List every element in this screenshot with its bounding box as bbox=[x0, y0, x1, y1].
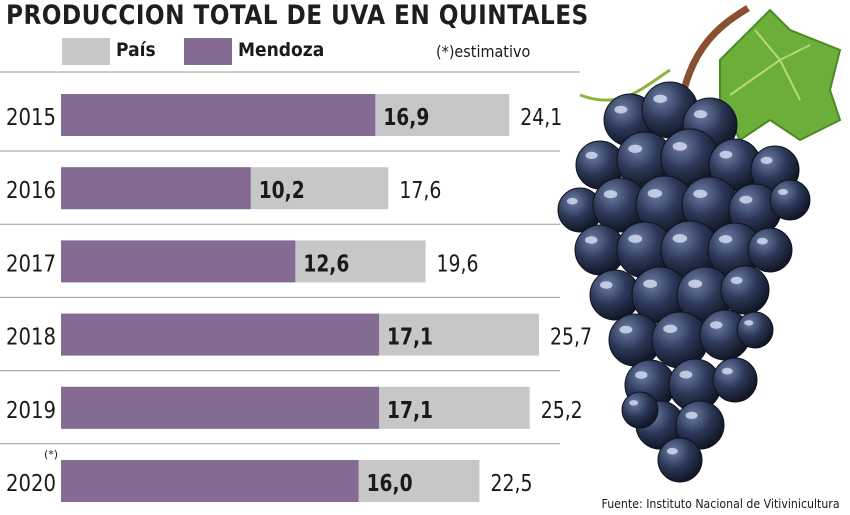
grape-highlight bbox=[566, 197, 578, 205]
grape-highlight bbox=[718, 235, 733, 244]
grape-highlight bbox=[635, 371, 648, 379]
grape-highlight bbox=[719, 150, 733, 159]
grape-highlight bbox=[628, 234, 643, 243]
data-label-pais-2017: 19,6 bbox=[437, 251, 479, 277]
grape-berry bbox=[720, 265, 770, 315]
grape-highlight bbox=[672, 234, 688, 243]
grape-highlight bbox=[756, 237, 768, 245]
grape-highlight bbox=[744, 320, 754, 326]
grape-berry bbox=[769, 179, 811, 221]
bar-mendoza-2018 bbox=[61, 313, 380, 356]
year-label-2019: 2019 bbox=[6, 398, 56, 424]
bar-mendoza-2016 bbox=[61, 167, 251, 210]
grape-highlight bbox=[585, 236, 598, 244]
data-label-mendoza-2017: 12,6 bbox=[303, 251, 349, 277]
grape-berry bbox=[736, 311, 774, 349]
grape-highlight bbox=[778, 189, 788, 195]
grape-highlight bbox=[685, 411, 698, 419]
grape-highlight bbox=[603, 190, 618, 199]
bar-chart: 2015 16,9 24,1 2016 10,2 17,6 2017 12,6 19,6 2018… bbox=[0, 71, 592, 502]
year-label-2015: 2015 bbox=[6, 105, 56, 131]
data-label-pais-2020: 22,5 bbox=[490, 471, 532, 497]
grape-highlight bbox=[628, 144, 643, 153]
year-label-2017: 2017 bbox=[6, 251, 56, 277]
legend-swatch-pais bbox=[62, 38, 110, 65]
grape-highlight bbox=[663, 324, 678, 333]
grape-highlight bbox=[647, 189, 663, 198]
grape-highlight bbox=[730, 276, 743, 284]
grape-highlight bbox=[600, 281, 613, 289]
data-label-pais-2018: 25,7 bbox=[550, 325, 592, 351]
legend-swatch-mendoza bbox=[184, 38, 232, 65]
grape-highlight bbox=[693, 189, 708, 198]
bar-mendoza-2017 bbox=[61, 240, 296, 283]
grape-highlight bbox=[721, 367, 733, 375]
legend-label-pais: País bbox=[116, 39, 156, 61]
grape-berry bbox=[747, 227, 793, 273]
year-label-2016: 2016 bbox=[6, 178, 56, 204]
chart-title: PRODUCCION TOTAL DE UVA EN QUINTALES bbox=[6, 0, 589, 31]
grape-highlight bbox=[614, 105, 628, 114]
grape-berry bbox=[712, 357, 758, 403]
data-label-mendoza-2019: 17,1 bbox=[387, 398, 433, 424]
grape-highlight bbox=[760, 156, 773, 164]
grape-highlight bbox=[672, 142, 688, 151]
grape-highlight bbox=[693, 110, 708, 119]
year-mark-2020: (*) bbox=[44, 448, 58, 461]
grape-highlight bbox=[619, 325, 633, 334]
bar-mendoza-2015 bbox=[61, 94, 376, 136]
grape-highlight bbox=[739, 195, 753, 204]
data-label-pais-2015: 24,1 bbox=[520, 105, 562, 131]
data-label-pais-2019: 25,2 bbox=[541, 398, 583, 424]
data-label-mendoza-2016: 10,2 bbox=[259, 178, 305, 204]
grape-highlight bbox=[653, 94, 668, 104]
bar-mendoza-2019 bbox=[61, 386, 380, 429]
grape-highlight bbox=[585, 151, 598, 159]
grape-highlight bbox=[629, 400, 639, 406]
year-label-2018: 2018 bbox=[6, 325, 56, 351]
data-label-mendoza-2020: 16,0 bbox=[367, 471, 413, 497]
grape-berry bbox=[621, 391, 659, 429]
data-label-mendoza-2015: 16,9 bbox=[383, 105, 429, 131]
grape-berry bbox=[657, 437, 703, 483]
grape-highlight bbox=[688, 279, 703, 288]
grape-highlight bbox=[710, 321, 723, 329]
grape-highlight bbox=[679, 370, 693, 379]
grape-bunch-icon bbox=[557, 5, 842, 483]
legend-label-mendoza: Mendoza bbox=[238, 39, 325, 61]
data-label-pais-2016: 17,6 bbox=[399, 178, 441, 204]
data-label-mendoza-2018: 17,1 bbox=[387, 325, 433, 351]
grape-highlight bbox=[666, 447, 678, 455]
estimate-note: (*)estimativo bbox=[436, 42, 531, 61]
source-note: Fuente: Instituto Nacional de Vitivinicu… bbox=[601, 496, 840, 511]
bar-mendoza-2020 bbox=[61, 460, 359, 502]
year-label-2020: 2020 bbox=[6, 471, 56, 497]
grape-highlight bbox=[643, 279, 658, 288]
